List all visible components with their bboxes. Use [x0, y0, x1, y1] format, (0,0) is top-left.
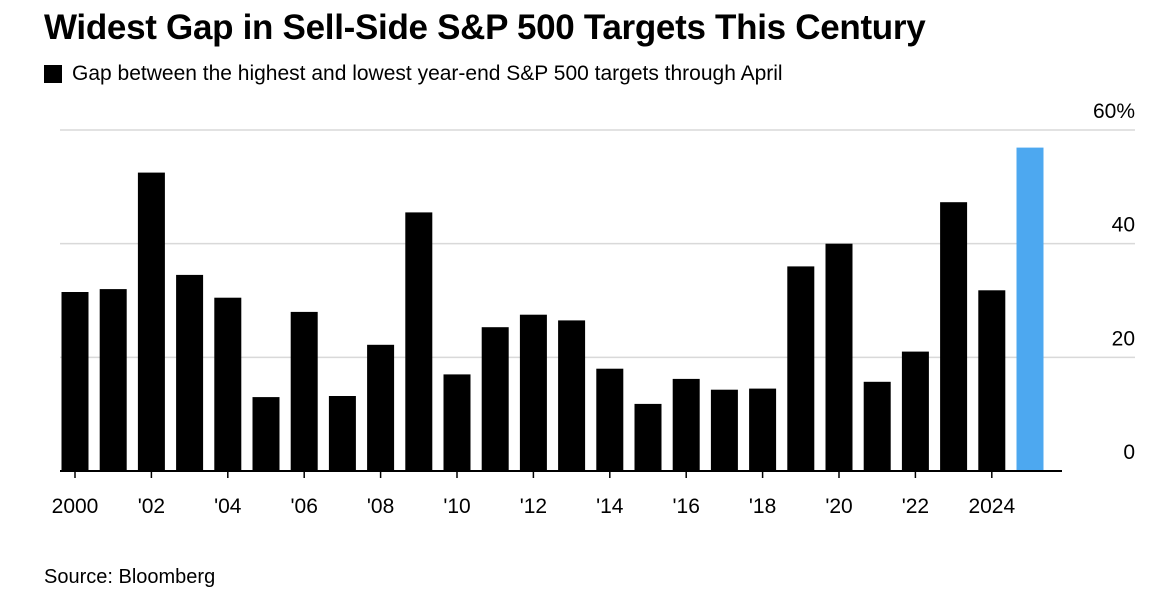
- x-tick-label: '14: [596, 495, 624, 518]
- x-tick-label: 2024: [968, 495, 1015, 518]
- bar: [137, 172, 165, 471]
- bar-highlight: [1016, 147, 1044, 471]
- x-tick-label: '16: [673, 495, 700, 518]
- bar: [367, 344, 395, 471]
- bar: [99, 289, 127, 471]
- bar: [863, 381, 891, 471]
- source-note: Source: Bloomberg: [44, 566, 216, 588]
- x-tick-label: '18: [749, 495, 776, 518]
- x-tick-label: '08: [367, 495, 394, 518]
- bar: [672, 378, 700, 471]
- bar: [519, 314, 547, 471]
- bar: [940, 202, 968, 471]
- bar: [901, 351, 929, 471]
- y-tick-label: 40: [1112, 214, 1135, 237]
- bar: [252, 397, 280, 471]
- y-tick-label: 60%: [1093, 100, 1135, 123]
- x-tick-label: 2000: [52, 495, 99, 518]
- x-tick-label: '12: [520, 495, 547, 518]
- x-tick-label: '06: [291, 495, 318, 518]
- chart-title: Widest Gap in Sell-Side S&P 500 Targets …: [44, 8, 926, 47]
- bar: [405, 212, 433, 471]
- bar: [978, 290, 1006, 471]
- bar: [290, 311, 318, 471]
- bar: [710, 389, 738, 471]
- x-tick-label: '22: [902, 495, 929, 518]
- bar: [214, 297, 242, 471]
- legend-swatch: [44, 65, 62, 83]
- x-tick-label: '04: [214, 495, 242, 518]
- legend: Gap between the highest and lowest year-…: [44, 62, 783, 86]
- bar: [481, 327, 509, 471]
- bar: [558, 320, 586, 471]
- x-tick-label: '02: [138, 495, 165, 518]
- bar: [825, 243, 853, 471]
- x-tick-label: '20: [825, 495, 852, 518]
- y-tick-label: 20: [1112, 327, 1135, 350]
- bar: [596, 368, 624, 471]
- bar: [61, 292, 89, 471]
- y-tick-label: 0: [1123, 441, 1135, 464]
- bar: [328, 396, 356, 471]
- bar: [787, 266, 815, 471]
- bar: [443, 374, 471, 471]
- x-tick-label: '10: [443, 495, 470, 518]
- bar: [176, 274, 204, 471]
- bar: [749, 388, 777, 471]
- bar: [634, 403, 662, 471]
- legend-label: Gap between the highest and lowest year-…: [72, 62, 783, 85]
